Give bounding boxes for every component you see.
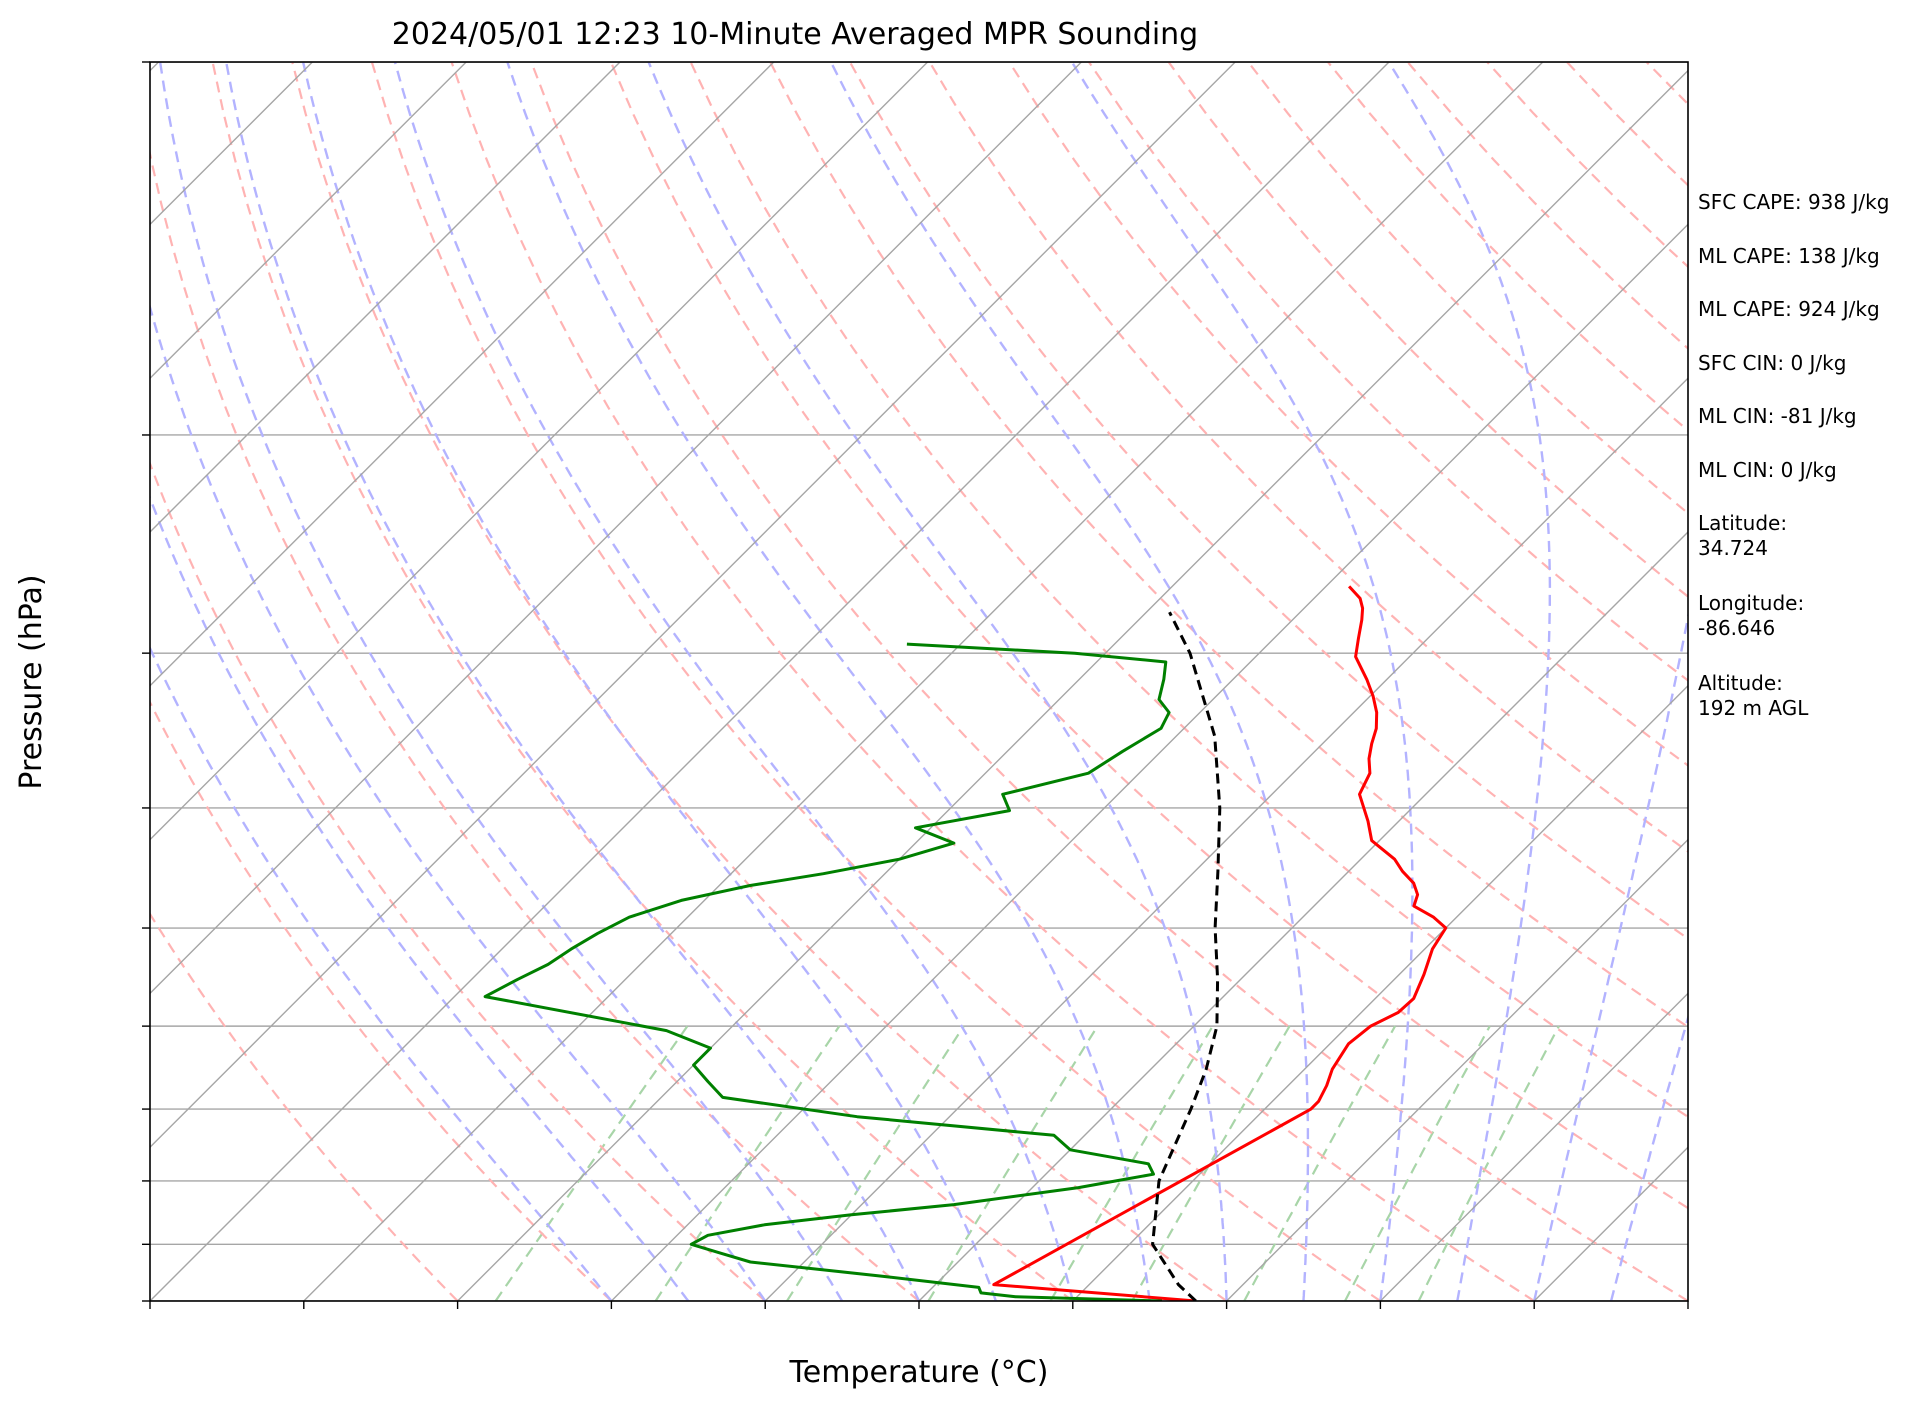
dry-adiabat-line: [609, 62, 1688, 1210]
moist-adiabat-line: [829, 62, 1310, 1301]
isotherm-line: [150, 62, 929, 841]
isotherm-line: [150, 62, 1082, 995]
moist-adiabat-line: [1609, 1013, 1688, 1301]
dry-adiabat-line: [291, 62, 1228, 1301]
moist-adiabat-line: [150, 645, 613, 1301]
info-panel-entry: Altitude: 192 m AGL: [1698, 671, 1809, 720]
mixing-ratio-line: [654, 1025, 841, 1301]
info-panel-entry: ML CIN: -81 J/kg: [1698, 404, 1857, 428]
info-panel-entry: SFC CAPE: 938 J/kg: [1698, 190, 1889, 214]
mixing-ratio-line: [786, 1025, 965, 1301]
moist-adiabat-line: [1070, 62, 1414, 1301]
isotherm-line: [303, 62, 1544, 1301]
isotherm-line: [457, 69, 1688, 1301]
isotherm-line: [764, 377, 1688, 1301]
dry-adiabat-line: [150, 460, 766, 1301]
info-panel-entry: Longitude: -86.646: [1698, 591, 1804, 640]
pressure-gridlines: [150, 62, 1688, 1301]
y-axis: [142, 61, 150, 1302]
dry-adiabat-line: [450, 62, 1535, 1301]
temperature-profile-line: [992, 585, 1448, 1301]
dry-adiabat-line: [150, 911, 459, 1301]
info-panel-entry: ML CAPE: 924 J/kg: [1698, 297, 1880, 321]
dry-adiabat-lines: [150, 62, 1688, 1301]
isotherm-line: [1379, 992, 1688, 1301]
moist-adiabat-line: [1387, 62, 1552, 1301]
moist-adiabat-line: [150, 302, 767, 1301]
sounding-traces: [483, 585, 1448, 1301]
dry-adiabat-line: [530, 62, 1688, 1301]
isotherm-line: [1226, 838, 1688, 1301]
isotherm-line: [150, 62, 1236, 1149]
dry-adiabat-line: [150, 699, 613, 1301]
x-axis: [149, 1301, 1689, 1309]
dry-adiabat-line: [150, 148, 920, 1301]
y-axis-label: Pressure (hPa): [14, 574, 49, 789]
mixing-ratio-line: [1417, 1025, 1560, 1301]
moist-adiabat-line: [647, 62, 1228, 1301]
moist-adiabat-lines: [150, 62, 1688, 1301]
dry-adiabat-line: [1087, 62, 1688, 682]
info-panel-entry: SFC CIN: 0 J/kg: [1698, 351, 1846, 375]
mixing-ratio-line: [1131, 1025, 1291, 1301]
moist-adiabat-line: [1533, 610, 1688, 1301]
dry-adiabat-line: [211, 62, 1074, 1301]
info-panel: SFC CAPE: 938 J/kg ML CAPE: 138 J/kg ML CA…: [1698, 190, 1889, 720]
isotherm-line: [0, 62, 5, 1301]
dewpoint-profile-line: [483, 642, 1171, 1301]
chart-title: 2024/05/01 12:23 10-Minute Averaged MPR …: [392, 17, 1198, 52]
mixing-ratio-lines: [494, 1025, 1560, 1301]
isotherm-lines: [0, 62, 1688, 1301]
x-axis-label: Temperature (°C): [789, 1355, 1049, 1390]
isotherm-line: [150, 62, 467, 380]
dry-adiabat-line: [928, 62, 1688, 853]
dry-adiabat-line: [848, 62, 1688, 940]
moist-adiabat-line: [150, 494, 690, 1301]
isotherm-line: [150, 62, 621, 533]
dry-adiabat-line: [769, 62, 1688, 1029]
moist-adiabat-line: [506, 62, 1151, 1301]
moist-adiabat-line: [225, 62, 921, 1301]
info-panel-entry: ML CAPE: 138 J/kg: [1698, 244, 1880, 268]
moist-adiabat-line: [393, 62, 1074, 1301]
mixing-ratio-line: [1344, 1025, 1491, 1301]
plot-frame: [149, 61, 1689, 1302]
mixing-ratio-line: [1049, 1025, 1214, 1301]
mixing-ratio-line: [494, 1025, 689, 1301]
isotherm-line: [150, 62, 1390, 1301]
background-reference-lines: [0, 62, 1688, 1301]
isotherm-line: [610, 223, 1688, 1301]
info-panel-entry: Latitude: 34.724: [1698, 511, 1787, 560]
isotherm-line: [918, 531, 1688, 1301]
dry-adiabat-line: [370, 62, 1382, 1301]
isotherm-line: [1072, 684, 1688, 1301]
isotherm-line: [150, 62, 775, 687]
parcel-profile-line: [1151, 611, 1222, 1301]
mixing-ratio-line: [927, 1025, 1099, 1301]
dry-adiabat-line: [689, 62, 1688, 1119]
moist-adiabat-line: [158, 62, 844, 1301]
info-panel-entry: ML CIN: 0 J/kg: [1698, 458, 1837, 482]
moist-adiabat-line: [301, 62, 998, 1301]
